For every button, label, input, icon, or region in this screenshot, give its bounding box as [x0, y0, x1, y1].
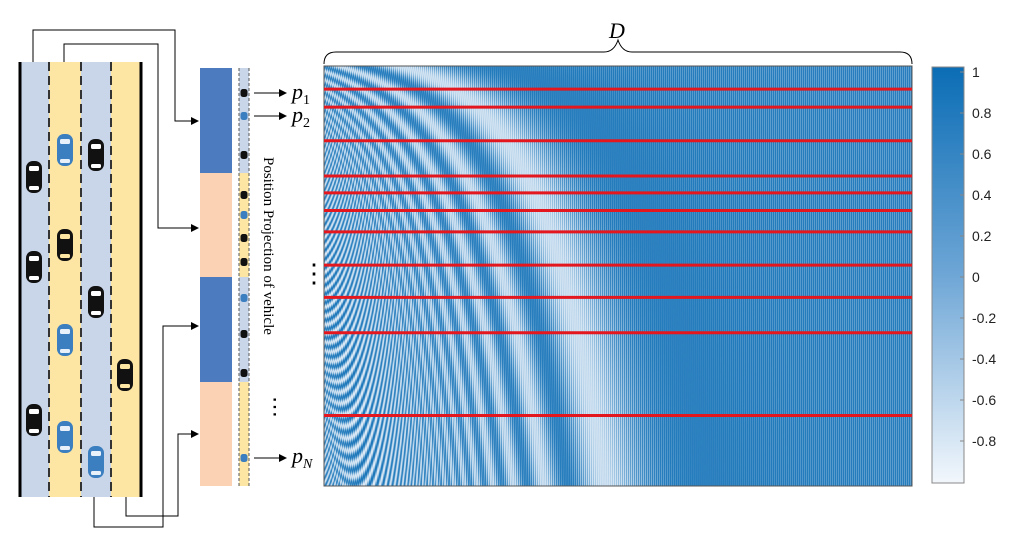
colorbar-tick-label: -0.2	[972, 310, 996, 326]
car-icon	[117, 359, 133, 391]
strip-car-icon	[240, 234, 248, 242]
strip-car-icon	[240, 258, 248, 266]
colorbar-ticks: 1 0.8 0.6 0.4 0.2 0 -0.2 -0.4 -0.6 -0.8	[960, 64, 996, 449]
block-lane-4	[200, 382, 232, 486]
lane-3	[81, 62, 111, 497]
block-lane-3	[200, 277, 232, 382]
car-icon	[26, 251, 42, 283]
ellipsis-glyph: ⋮	[301, 259, 327, 288]
heatmap-border	[323, 65, 913, 487]
trailing-dots: ⋯	[263, 396, 288, 418]
colorbar-tick-label: 0	[972, 269, 980, 285]
strip-car-icon	[240, 89, 248, 97]
car-icon	[88, 446, 104, 478]
strip-car-icon	[240, 112, 248, 120]
selected-rows	[324, 87, 912, 417]
connector-arrow	[93, 322, 199, 528]
strip-car-icon	[240, 191, 248, 199]
label-p2: p2	[290, 102, 310, 131]
road	[18, 62, 143, 497]
connector-arrow	[125, 430, 199, 517]
connector-arrow	[32, 29, 199, 125]
car-icon	[57, 229, 73, 261]
dimension-brace	[323, 38, 913, 65]
strip-car-icon	[240, 151, 248, 159]
colorbar-tick-label: 0.8	[972, 105, 992, 121]
label-p1: p1	[290, 79, 310, 108]
pointer-arrows	[254, 89, 287, 462]
car-icon	[88, 139, 104, 171]
heatmap	[323, 65, 913, 487]
strip-car-icon	[240, 211, 248, 219]
projection-blocks	[200, 68, 232, 486]
strip-vehicles	[240, 89, 248, 462]
block-lane-1	[200, 68, 232, 173]
connectors	[32, 29, 199, 528]
label-pN: pN	[290, 443, 313, 472]
strip-car-icon	[240, 294, 248, 302]
vertical-label: Position Projection of vehicle	[260, 157, 276, 335]
colorbar-tick-label: -0.6	[972, 392, 996, 408]
colorbar-tick-label: 0.6	[972, 146, 992, 162]
car-icon	[57, 421, 73, 453]
car-icon	[57, 134, 73, 166]
projection-strip	[238, 68, 250, 486]
colorbar-tick-label: -0.8	[972, 433, 996, 449]
strip-car-icon	[240, 369, 248, 377]
block-lane-2	[200, 173, 232, 277]
colorbar: 1 0.8 0.6 0.4 0.2 0 -0.2 -0.4 -0.6 -0.8	[931, 64, 996, 484]
car-icon	[26, 404, 42, 436]
strip-segment	[239, 173, 249, 277]
connector-arrow	[63, 43, 199, 232]
colorbar-tick-label: 0.2	[972, 228, 992, 244]
car-icon	[26, 161, 42, 193]
strip-segment	[239, 277, 249, 382]
strip-car-icon	[240, 330, 248, 338]
car-icon	[57, 324, 73, 356]
lane-4	[111, 62, 141, 497]
colorbar-tick-label: -0.4	[972, 351, 996, 367]
colorbar-tick-label: 1	[972, 64, 980, 80]
colorbar-tick-label: 0.4	[972, 187, 992, 203]
car-icon	[88, 286, 104, 318]
strip-segment	[239, 382, 249, 486]
dimension-label: D	[608, 18, 625, 43]
strip-car-icon	[240, 454, 248, 462]
colorbar-gradient	[931, 66, 965, 484]
strip-segment	[239, 68, 249, 173]
